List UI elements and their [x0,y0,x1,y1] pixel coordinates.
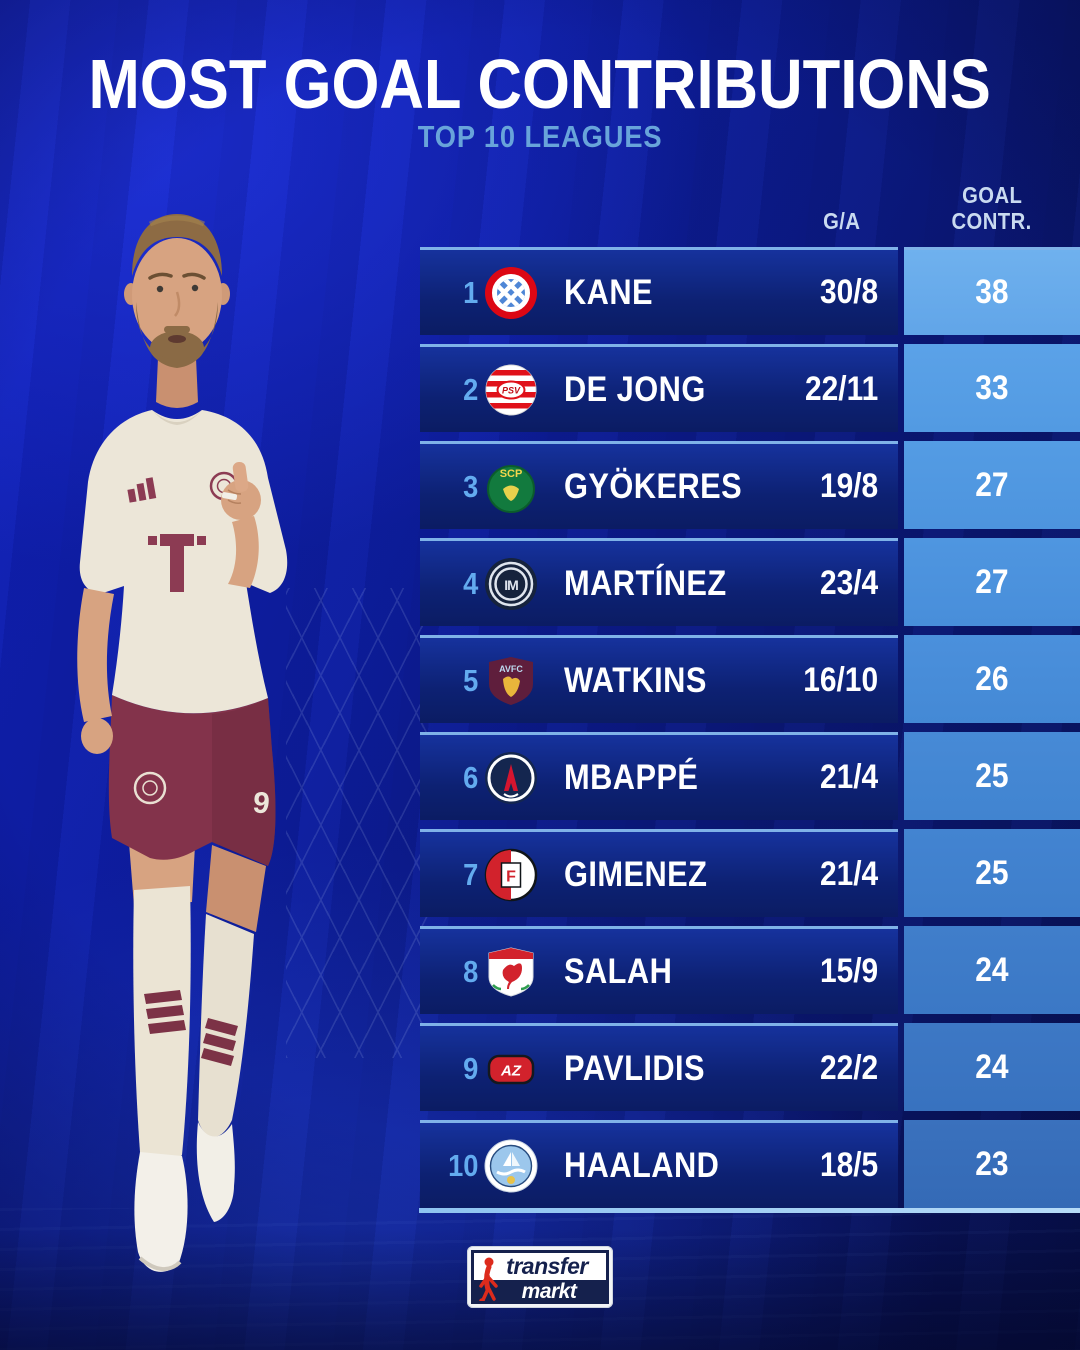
ga-value: 30/8 [819,273,878,311]
goal-contr-cell: 38 [904,247,1080,335]
club-badge-psg-icon [485,751,537,804]
svg-text:AVFC: AVFC [499,664,523,674]
club-badge-az-icon: AZ [487,1054,535,1084]
table-row: 1 KANE 30/8 38 [420,247,1080,335]
goal-contr-cell: 24 [904,1023,1080,1111]
goal-contr-cell: 33 [904,344,1080,432]
table-row: 8 SALAH 15/9 24 [420,926,1080,1014]
svg-text:AZ: AZ [500,1062,522,1079]
table-row: 3 SCP GYÖKERES 19/8 27 [420,441,1080,529]
goal-contr-cell: 25 [904,829,1080,917]
logo-text-transfer: transfer [506,1253,588,1279]
column-header-goal-contr: GOAL CONTR. [951,182,1033,234]
goal-contr-cell: 27 [904,538,1080,626]
rank-label: 8 [462,953,478,989]
ga-value: 19/8 [819,467,878,505]
svg-text:F: F [506,868,516,885]
rank-label: 4 [462,565,478,601]
player-name: GIMENEZ [564,854,708,894]
club-badge-bayern-icon [485,266,537,319]
rank-label: 6 [462,759,478,795]
rank-label: 1 [462,274,478,310]
logo-player-figure-icon [479,1257,498,1301]
table-row: 4 IM MARTÍNEZ 23/4 27 [420,538,1080,626]
player-name: DE JONG [564,369,706,409]
rank-label: 2 [462,371,478,407]
page-subtitle: TOP 10 LEAGUES [417,119,663,154]
table-row: 7 F GIMENEZ 21/4 25 [420,829,1080,917]
transfermarkt-logo: transfer markt [467,1246,613,1308]
goal-contr-cell: 24 [904,926,1080,1014]
ga-value: 16/10 [803,661,878,699]
column-header-ga: G/A [822,208,860,234]
rank-label: 5 [462,662,478,698]
ga-value: 22/2 [819,1049,878,1087]
page-title: MOST GOAL CONTRIBUTIONS [88,45,992,123]
club-badge-feyenoord-icon: F [484,848,538,901]
table-row: 10 HAALAND 18/5 23 [420,1120,1080,1208]
ga-value: 18/5 [819,1146,878,1184]
rank-label: 7 [462,856,478,892]
club-badge-man-city-icon [484,1139,538,1192]
player-photo-kane: 9 [77,214,288,1272]
player-name: KANE [564,272,654,312]
club-badge-sporting-icon: SCP [487,464,535,513]
goal-contr-cell: 27 [904,441,1080,529]
svg-text:9: 9 [251,786,271,821]
player-name: PAVLIDIS [564,1048,705,1088]
rank-label: 3 [462,468,478,504]
table-row: 5 AVFC WATKINS 16/10 26 [420,635,1080,723]
table-row: 2 PSV DE JONG 22/11 33 [420,344,1080,432]
player-name: GYÖKERES [564,466,743,506]
club-badge-aston-villa-icon: AVFC [489,656,533,705]
ga-value: 15/9 [819,952,878,990]
player-name: WATKINS [564,660,707,700]
club-badge-psv-icon: PSV [485,364,537,415]
table-bottom-highlight [419,1208,1080,1213]
ga-value: 23/4 [819,564,878,602]
club-badge-liverpool-icon [488,946,534,997]
table-row: 6 MBAPPÉ 21/4 25 [420,732,1080,820]
player-name: SALAH [564,951,673,991]
ga-value: 22/11 [804,370,878,408]
ga-value: 21/4 [819,855,878,893]
club-badge-inter-icon: IM [485,557,537,610]
player-name: MARTÍNEZ [564,563,727,603]
rank-label: 9 [462,1050,478,1086]
logo-text-markt: markt [474,1280,606,1301]
goal-contr-cell: 25 [904,732,1080,820]
ga-value: 21/4 [819,758,878,796]
goal-contr-cell: 26 [904,635,1080,723]
rank-label: 10 [447,1147,478,1183]
player-name: MBAPPÉ [564,757,699,797]
player-name: HAALAND [564,1145,720,1185]
svg-text:PSV: PSV [502,385,521,395]
svg-text:IM: IM [504,577,518,593]
svg-text:SCP: SCP [500,468,523,480]
stats-table: 1 KANE 30/8 38 2 [420,247,1080,1217]
table-row: 9 AZ PAVLIDIS 22/2 24 [420,1023,1080,1111]
goal-contr-cell: 23 [904,1120,1080,1208]
